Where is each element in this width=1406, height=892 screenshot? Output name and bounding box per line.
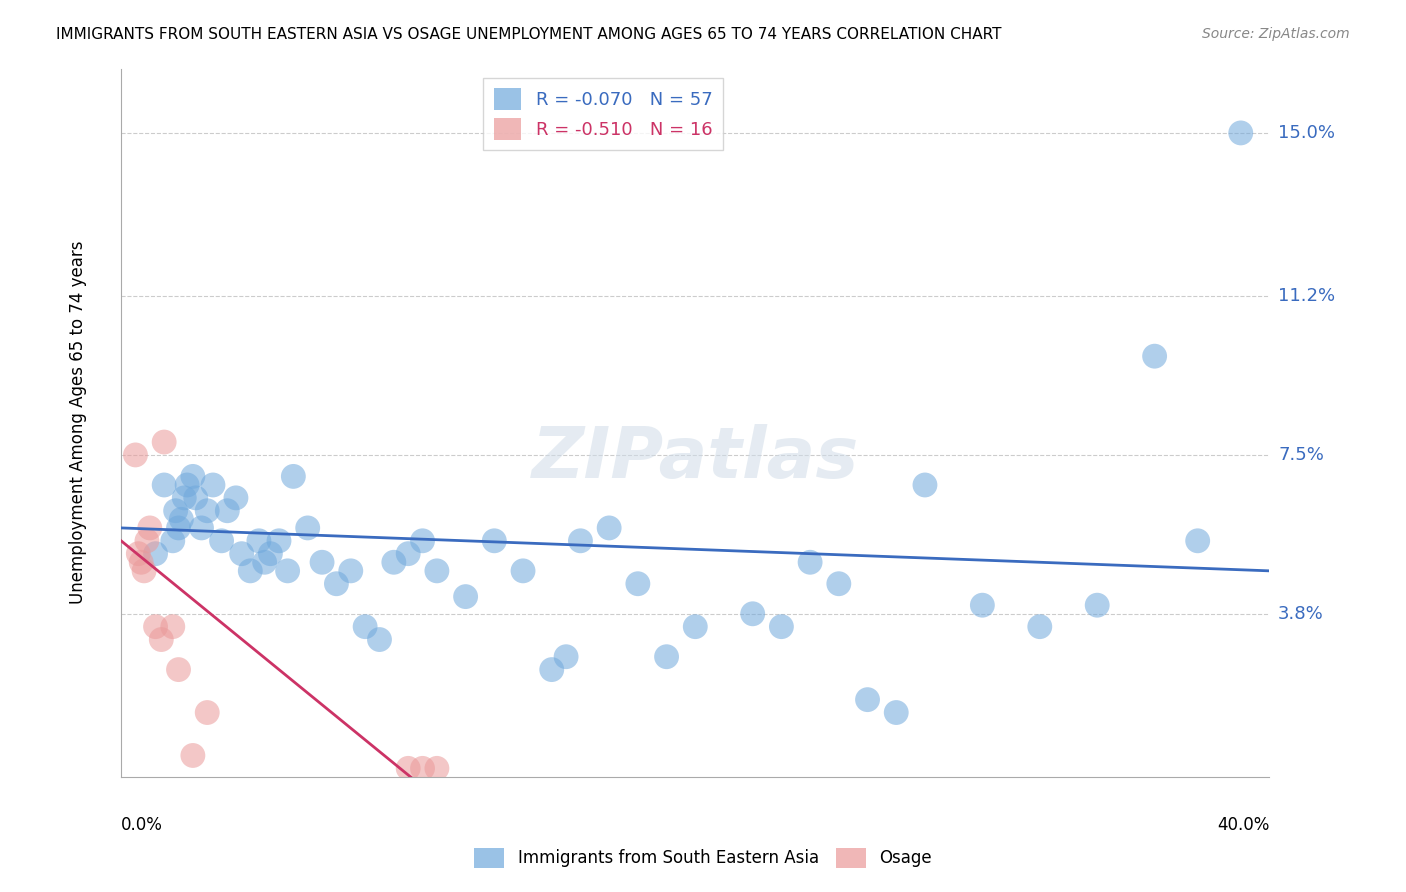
Point [150,632,173,647]
Point [412,533,434,548]
Point [277,564,299,578]
Point [569,533,592,548]
Point [1029,620,1052,634]
Text: 15.0%: 15.0% [1278,124,1336,142]
Text: ZIPatlas: ZIPatlas [531,424,859,492]
Point [540,663,562,677]
Point [396,547,419,561]
Point [136,533,159,548]
Point [368,632,391,647]
Point [153,478,176,492]
Point [972,598,994,612]
Point [655,649,678,664]
Text: 40.0%: 40.0% [1218,815,1270,834]
Point [165,504,187,518]
Point [173,491,195,505]
Point [1187,533,1209,548]
Point [685,620,707,634]
Point [426,564,449,578]
Point [267,533,290,548]
Text: 7.5%: 7.5% [1278,446,1324,464]
Point [253,555,276,569]
Point [153,435,176,450]
Point [195,706,218,720]
Point [828,576,851,591]
Point [412,761,434,775]
Point [799,555,821,569]
Point [127,547,149,561]
Point [145,547,167,561]
Point [283,469,305,483]
Legend: Immigrants from South Eastern Asia, Osage: Immigrants from South Eastern Asia, Osag… [468,841,938,875]
Point [311,555,333,569]
Text: 3.8%: 3.8% [1278,605,1324,623]
Point [162,620,184,634]
Point [426,761,449,775]
Text: Unemployment Among Ages 65 to 74 years: Unemployment Among Ages 65 to 74 years [69,241,87,605]
Point [181,748,204,763]
Point [884,706,907,720]
Point [382,555,405,569]
Point [162,533,184,548]
Point [239,564,262,578]
Point [1229,126,1251,140]
Point [217,504,239,518]
Point [627,576,650,591]
Point [512,564,534,578]
Point [167,521,190,535]
Point [129,555,152,569]
Point [124,448,146,462]
Point [914,478,936,492]
Point [132,564,155,578]
Point [225,491,247,505]
Point [770,620,793,634]
Text: 0.0%: 0.0% [121,815,163,834]
Text: 11.2%: 11.2% [1278,287,1336,305]
Point [354,620,377,634]
Point [1143,349,1166,363]
Point [176,478,198,492]
Point [190,521,212,535]
Point [181,469,204,483]
Text: IMMIGRANTS FROM SOUTH EASTERN ASIA VS OSAGE UNEMPLOYMENT AMONG AGES 65 TO 74 YEA: IMMIGRANTS FROM SOUTH EASTERN ASIA VS OS… [56,27,1001,42]
Point [167,663,190,677]
Point [211,533,233,548]
Point [201,478,224,492]
Point [339,564,361,578]
Text: Source: ZipAtlas.com: Source: ZipAtlas.com [1202,27,1350,41]
Point [555,649,578,664]
Point [170,512,193,526]
Point [396,761,419,775]
Point [297,521,319,535]
Point [1085,598,1108,612]
Point [454,590,477,604]
Point [139,521,162,535]
Point [231,547,253,561]
Point [145,620,167,634]
Point [484,533,506,548]
Point [741,607,763,621]
Point [856,692,879,706]
Point [184,491,207,505]
Point [325,576,347,591]
Point [598,521,620,535]
Point [247,533,270,548]
Point [259,547,281,561]
Point [195,504,218,518]
Legend: R = -0.070   N = 57, R = -0.510   N = 16: R = -0.070 N = 57, R = -0.510 N = 16 [484,78,723,151]
